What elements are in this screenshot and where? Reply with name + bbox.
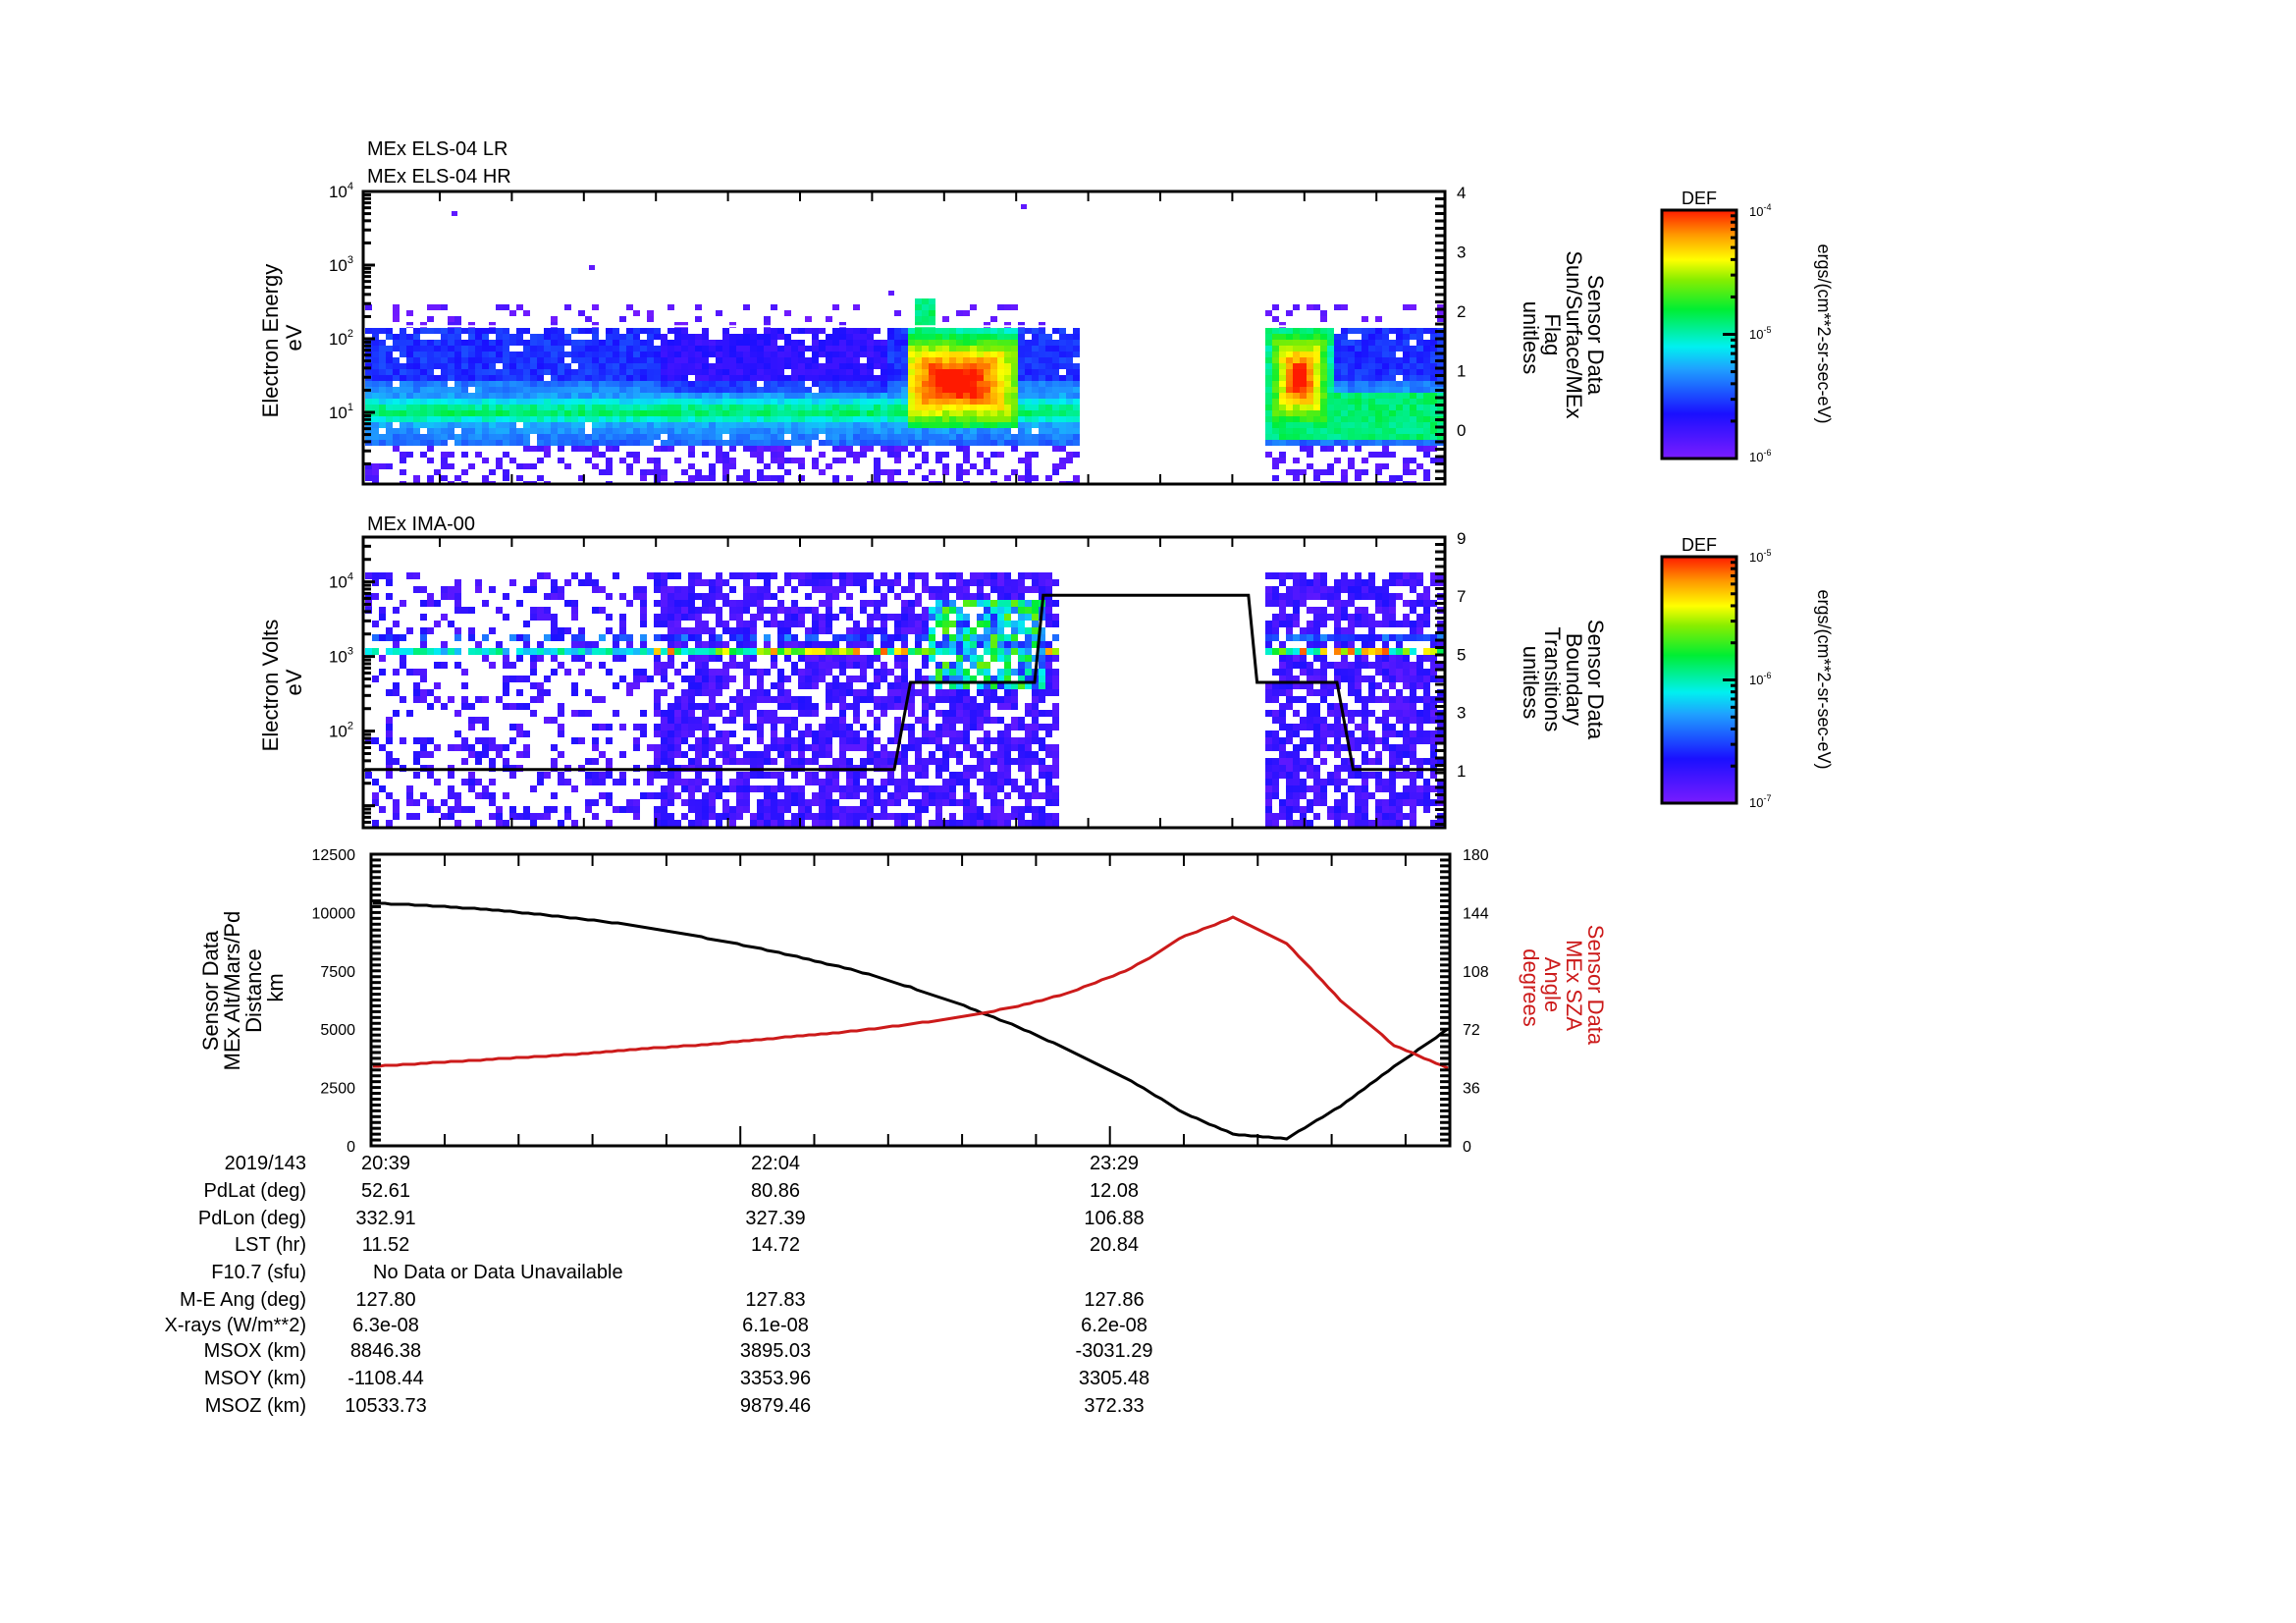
- y2-tick-label: 3: [1457, 704, 1466, 723]
- colorbar-ima: DEF 10-5 10-6 10-7 ergs/(cm**2-sr-sec-eV…: [1660, 535, 1834, 810]
- plot-frame: [361, 535, 1447, 830]
- y-axis-title: Electron Energy eV: [258, 258, 306, 418]
- colorbar-els: DEF 10-4 10-5 10-6 ergs/(cm**2-sr-sec-eV…: [1660, 189, 1834, 464]
- y2-tick-label: 4: [1457, 184, 1466, 202]
- y-tick-label: 7500: [320, 964, 355, 981]
- y2-tick-label: 1: [1457, 762, 1466, 781]
- panel-title: MEx ELS-04 HR: [367, 166, 511, 188]
- colorbar-min: 10-6: [1749, 448, 1771, 464]
- colorbar-mid: 10-5: [1749, 325, 1771, 342]
- colorbar-max: 10-5: [1749, 548, 1771, 565]
- y-tick-label: 103: [329, 254, 353, 275]
- y2-tick-label: 0: [1463, 1139, 1471, 1156]
- y2-tick-label: 7: [1457, 587, 1466, 606]
- y-tick-label: 10000: [312, 905, 356, 922]
- y-axis-title: Electron Volts eV: [258, 614, 306, 752]
- panel-els: MEx ELS-04 LR MEx ELS-04 HR 104103102101…: [258, 138, 1608, 486]
- els-spectrogram: [365, 204, 1445, 484]
- els-axes: 104 103 102 101 4 3 2 1 0: [329, 181, 1466, 484]
- y-tick-label: 5000: [320, 1022, 355, 1039]
- plot-frame: [369, 852, 1452, 1148]
- colorbar-title: DEF: [1682, 535, 1717, 555]
- y2-tick-label: 1: [1457, 361, 1466, 380]
- y-tick-label: 104: [329, 571, 353, 592]
- colorbar-max: 10-4: [1749, 202, 1771, 219]
- y-tick-label: 103: [329, 646, 353, 667]
- y-tick-label: 101: [329, 402, 353, 422]
- panel-orbit: 12500 10000 7500 5000 2500 0 180 144 108 72 36 0 Se…: [198, 847, 1608, 1156]
- y2-tick-label: 180: [1463, 847, 1489, 864]
- orbit-axes: 12500 10000 7500 5000 2500 0 180 144 108 72 36 0: [312, 847, 1489, 1156]
- y2-tick-label: 3: [1457, 243, 1466, 261]
- panel-ima: MEx IMA-00 104 103 102 9 7 5 3 1 Electron Volts…: [258, 514, 1608, 830]
- boundary-transitions-line: [365, 593, 1445, 772]
- y-axis-title: Sensor Data MEx Alt/Mars/Pd Distance km: [198, 905, 288, 1071]
- y2-tick-label: 36: [1463, 1081, 1480, 1098]
- y2-tick-label: 5: [1457, 645, 1466, 664]
- y-tick-label: 12500: [312, 847, 356, 864]
- y2-tick-label: 108: [1463, 964, 1489, 981]
- colorbar-title: DEF: [1682, 189, 1717, 208]
- y-tick-label: 2500: [320, 1081, 355, 1098]
- y-tick-label: 104: [329, 181, 353, 201]
- y-tick-label: 0: [347, 1139, 355, 1156]
- y-tick-label: 102: [329, 721, 353, 741]
- y2-tick-label: 72: [1463, 1022, 1480, 1039]
- colorbar-units: ergs/(cm**2-sr-sec-eV): [1814, 243, 1834, 423]
- y2-axis-title: Sensor Data Sun/Surface/MEx Flag unitles…: [1519, 250, 1608, 424]
- colorbar-min: 10-7: [1749, 793, 1771, 810]
- colorbar-mid: 10-6: [1749, 671, 1771, 687]
- y-tick-label: 102: [329, 328, 353, 349]
- y2-axis-title: Sensor Data Boundary Transitions unitles…: [1519, 620, 1608, 745]
- y2-tick-label: 144: [1463, 905, 1489, 922]
- y2-tick-label: 2: [1457, 302, 1466, 321]
- colorbar-units: ergs/(cm**2-sr-sec-eV): [1814, 589, 1834, 769]
- distance-line: [373, 901, 1449, 1141]
- sza-line: [373, 915, 1449, 1070]
- y2-tick-label: 9: [1457, 529, 1466, 548]
- panel-title: MEx ELS-04 LR: [367, 138, 507, 160]
- y2-tick-label: 0: [1457, 421, 1466, 440]
- panel-title: MEx IMA-00: [367, 514, 475, 535]
- ima-axes: 104 103 102 9 7 5 3 1: [329, 529, 1466, 828]
- y2-axis-title: Sensor Data MEx SZA Angle degrees: [1519, 925, 1608, 1051]
